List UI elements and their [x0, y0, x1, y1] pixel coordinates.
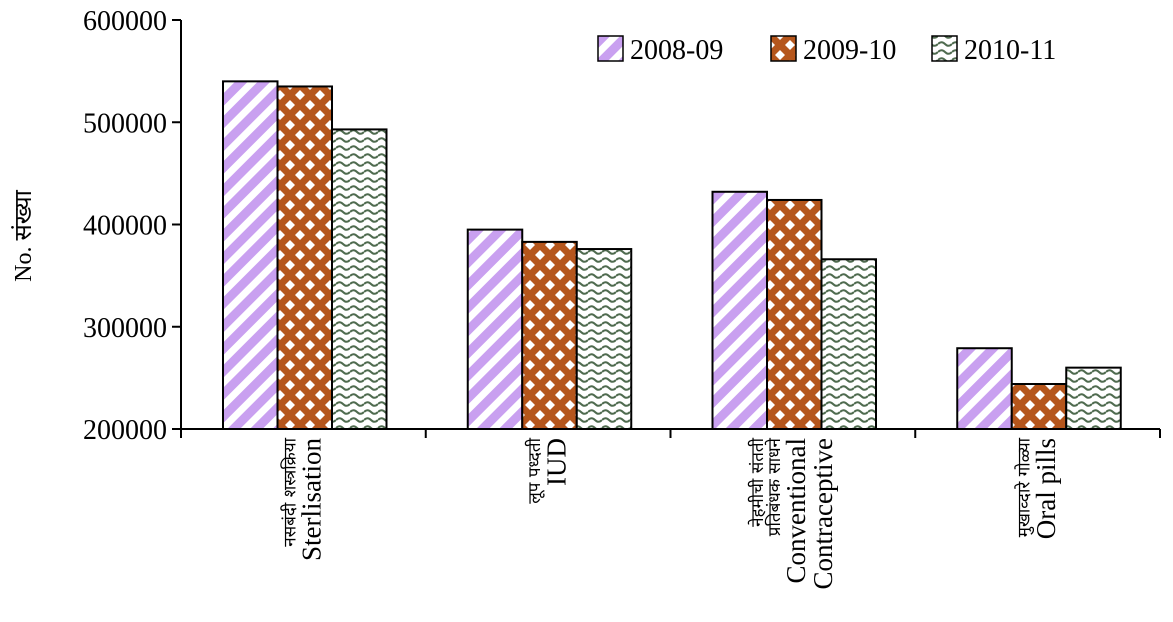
category-label-english: Sterlisation — [297, 438, 327, 561]
bar-2008-09-1 — [466, 228, 524, 430]
bars — [222, 80, 1122, 431]
y-tick-label: 600000 — [83, 6, 167, 37]
category-label-1: लूप पध्दतीIUD — [524, 437, 571, 503]
category-label-english: Contraceptive — [808, 438, 838, 589]
legend-item-2010-11: 2010-11 — [931, 35, 1056, 66]
bar-2009-10-2 — [766, 198, 823, 430]
legend-item-2009-10: 2009-10 — [770, 35, 896, 66]
legend-swatch-wavy — [931, 35, 958, 62]
y-axis-ticks: 200000 300000 400000 500000 600000 — [83, 6, 181, 446]
bar-2009-10-1 — [521, 240, 578, 430]
category-label-marathi: मुखाव्दारे गोळ्या — [1014, 437, 1035, 537]
legend: 2008-09 2009-10 2010-11 — [597, 35, 1056, 66]
bar-2008-09-0 — [222, 80, 279, 430]
legend-label: 2010-11 — [964, 35, 1056, 66]
category-label-marathi: प्रतिबंधक साधने — [764, 437, 785, 536]
bar-2008-09-2 — [711, 190, 768, 430]
legend-label: 2008-09 — [630, 35, 723, 66]
bar-2010-11-0 — [331, 128, 388, 430]
legend-swatch-hatched — [597, 35, 624, 62]
legend-label: 2009-10 — [803, 35, 896, 66]
category-label-marathi: नेहमीची संतती — [747, 437, 768, 527]
legend-item-2008-09: 2008-09 — [597, 35, 723, 66]
bar-2009-10-0 — [276, 85, 333, 431]
category-label-marathi: लूप पध्दती — [524, 437, 545, 503]
category-label-english: IUD — [541, 438, 571, 486]
bar-2008-09-3 — [956, 347, 1013, 430]
category-label-marathi: नसबंदी शस्त्रक्रिया — [279, 437, 300, 546]
category-label-0: नसबंदी शस्त्रक्रियाSterlisation — [279, 437, 326, 561]
y-tick-label: 500000 — [83, 108, 167, 139]
category-label-english: Oral pills — [1031, 438, 1061, 539]
category-label-3: मुखाव्दारे गोळ्याOral pills — [1014, 437, 1061, 539]
bar-2009-10-3 — [1010, 383, 1068, 431]
y-axis-label: No. संख्या — [11, 189, 37, 282]
bar-2010-11-2 — [820, 258, 877, 431]
y-tick-label: 400000 — [83, 211, 167, 242]
category-label-2: नेहमीची संततीप्रतिबंधक साधनेConventional… — [747, 437, 838, 589]
bar-2010-11-1 — [575, 248, 633, 430]
x-axis-ticks — [180, 429, 1161, 438]
y-tick-label: 200000 — [83, 415, 167, 446]
legend-swatch-checkered — [770, 35, 797, 62]
bar-2010-11-3 — [1065, 366, 1122, 430]
category-labels: नसबंदी शस्त्रक्रियाSterlisation लूप पध्दत… — [279, 437, 1060, 589]
y-tick-label: 300000 — [83, 313, 167, 344]
category-label-english: Conventional — [781, 438, 811, 583]
